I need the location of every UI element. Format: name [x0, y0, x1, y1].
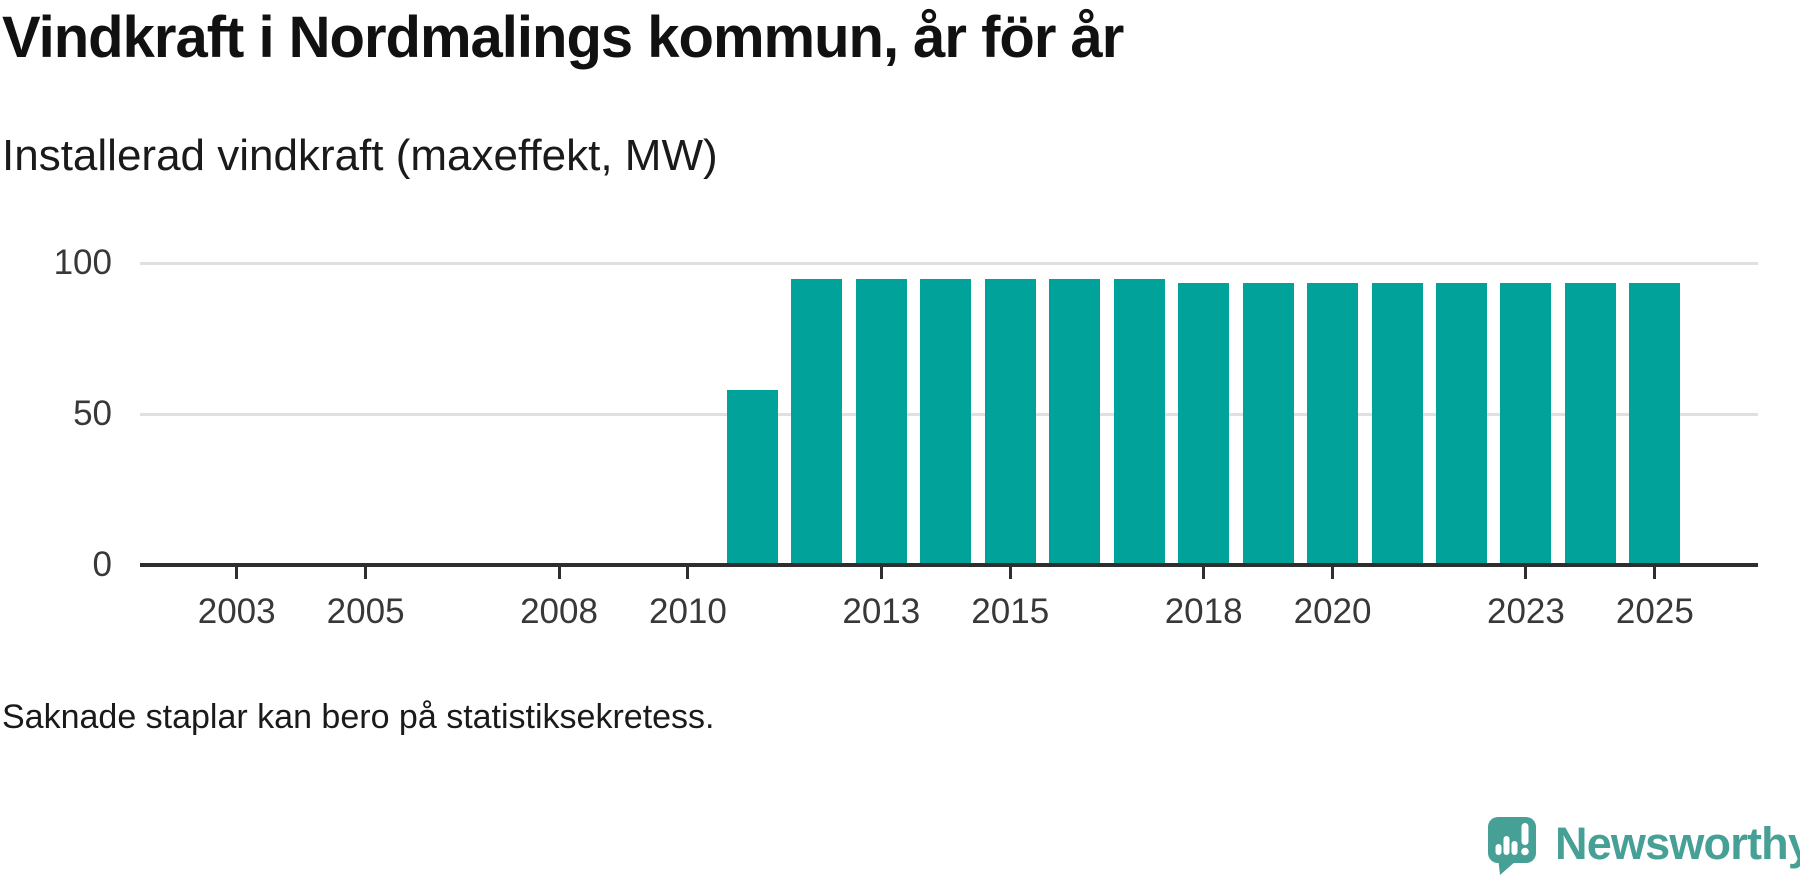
x-axis-label-2023: 2023: [1486, 592, 1565, 631]
bar-2019: [1242, 282, 1294, 565]
bar-2025: [1629, 282, 1681, 565]
y-gridline-100: [140, 261, 1758, 265]
chart-subtitle: Installerad vindkraft (maxeffekt, MW): [2, 131, 718, 180]
bar-2017: [1113, 279, 1165, 565]
x-axis-label-2015: 2015: [971, 592, 1050, 631]
y-axis-label-100: 100: [53, 243, 112, 282]
x-axis-line: [140, 563, 1758, 567]
bar-2013: [855, 279, 907, 565]
bar-2024: [1564, 282, 1616, 565]
x-axis-label-2005: 2005: [326, 592, 405, 631]
x-tick-2018: [1202, 567, 1206, 579]
x-tick-2013: [879, 567, 883, 579]
bar-2023: [1500, 282, 1552, 565]
bar-2012: [791, 279, 843, 565]
newsworthy-wordmark: Newsworthy: [1555, 818, 1800, 869]
x-tick-2003: [235, 567, 239, 579]
chart-title: Vindkraft i Nordmalings kommun, år för å…: [2, 5, 1124, 70]
x-tick-2015: [1008, 567, 1012, 579]
bar-2018: [1178, 282, 1230, 565]
x-tick-2010: [686, 567, 690, 579]
bar-2014: [920, 279, 972, 565]
x-axis-label-2020: 2020: [1293, 592, 1372, 631]
bar-2022: [1435, 282, 1487, 565]
bar-2016: [1049, 279, 1101, 565]
x-axis-label-2003: 2003: [197, 592, 276, 631]
bar-2020: [1307, 282, 1359, 565]
y-axis-label-0: 0: [92, 545, 112, 584]
x-tick-2020: [1331, 567, 1335, 579]
x-tick-2005: [364, 567, 368, 579]
bar-2015: [984, 279, 1036, 565]
y-axis-label-50: 50: [73, 394, 112, 433]
x-axis-label-2018: 2018: [1164, 592, 1243, 631]
x-tick-2025: [1653, 567, 1657, 579]
x-tick-2023: [1524, 567, 1528, 579]
x-axis-label-2008: 2008: [520, 592, 598, 631]
newsworthy-logo: Newsworthy: [1488, 817, 1800, 875]
bar-2011: [726, 389, 778, 565]
x-tick-2008: [557, 567, 561, 579]
x-axis-label-2025: 2025: [1615, 592, 1694, 631]
chart-footnote: Saknade staplar kan bero på statistiksek…: [2, 698, 715, 736]
x-axis-label-2013: 2013: [842, 592, 921, 631]
newsworthy-icon: [1488, 817, 1536, 875]
bar-2021: [1371, 282, 1423, 565]
x-axis-label-2010: 2010: [648, 592, 727, 631]
